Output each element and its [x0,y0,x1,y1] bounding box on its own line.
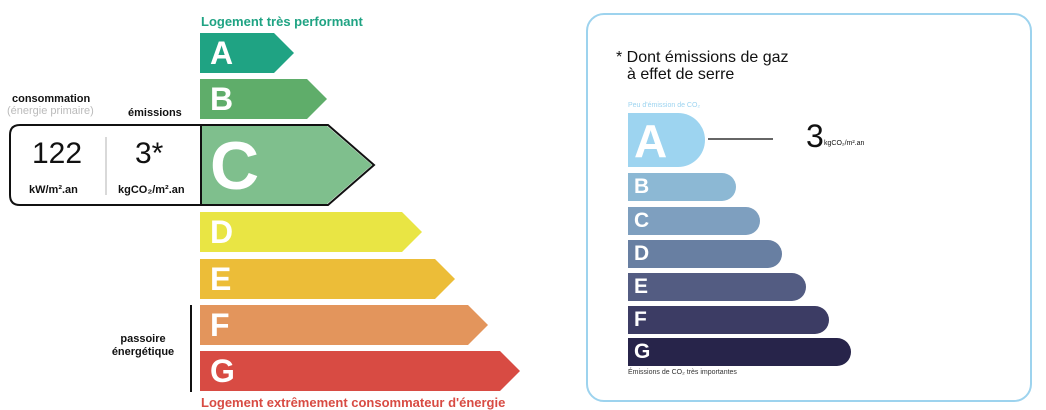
ghg-unit: kgCO₂/m².an [824,140,865,147]
energy-class-g: G [200,351,520,391]
consumption-subtitle: (énergie primaire) [7,105,94,117]
energy-class-a: A [200,33,294,73]
top-label: Logement très performant [201,14,363,29]
consumption-unit: kW/m².an [29,184,78,196]
energy-class-b: B [200,79,327,119]
emissions-value: 3* [135,137,164,170]
ghg-class-a-current: A [628,113,705,167]
ghg-panel [586,13,1032,402]
ghg-class-f: F [628,306,829,334]
ghg-title-line2: à effet de serre [627,66,735,83]
energy-class-d: D [200,212,422,252]
ghg-class-c: C [628,207,760,235]
ghg-class-d: D [628,240,782,268]
passoire-label: passoire énergétique [111,333,175,358]
emissions-unit: kgCO₂/m².an [118,184,185,196]
bottom-label: Logement extrêmement consommateur d'éner… [201,395,506,410]
ghg-class-e: E [628,273,806,301]
emissions-title: émissions [128,107,182,119]
consumption-title: consommation [12,93,91,105]
ghg-class-g: G [628,338,851,366]
ghg-top-caption: Peu d'émission de CO₂ [628,102,701,109]
energy-class-c-current [9,124,376,206]
ghg-title-line1: * Dont émissions de gaz [616,49,789,66]
current-class-letter: C [210,128,260,204]
energy-class-e: E [200,259,455,299]
ghg-pointer-line [708,138,773,140]
consumption-value: 122 [32,137,83,170]
energy-class-f: F [200,305,488,345]
ghg-value: 3 [806,118,824,154]
passoire-divider [190,305,192,392]
ghg-bottom-caption: Émissions de CO₂ très importantes [628,369,737,376]
ghg-class-b: B [628,173,736,201]
